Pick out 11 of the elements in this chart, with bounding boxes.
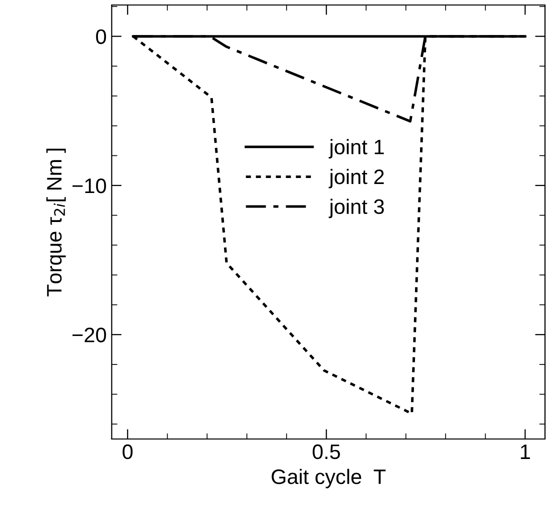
y-tick-label: 0 [96, 29, 106, 44]
x-axis-title: Gait cycle T [272, 468, 386, 488]
x-tick-label: 0 [122, 444, 133, 460]
y-tick-label: −10 [72, 178, 106, 194]
x-tick-label: 0.5 [312, 444, 340, 460]
x-tick-label: 1 [520, 444, 530, 459]
legend-label: joint 1 [328, 139, 384, 158]
legend-label: joint 2 [328, 168, 384, 188]
legend-label: joint 3 [328, 198, 384, 218]
y-tick-label: −20 [72, 328, 106, 342]
y-axis-title: Torque τ$_{2i}$[ Nm ] [46, 148, 66, 296]
